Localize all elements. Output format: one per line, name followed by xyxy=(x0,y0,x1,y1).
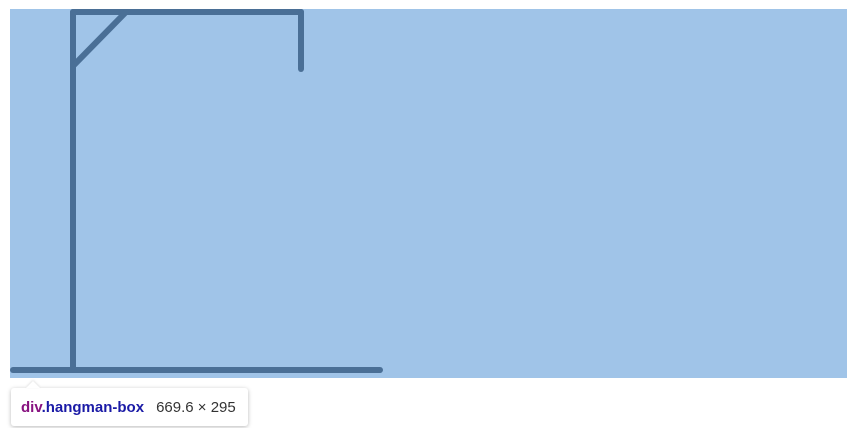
inspector-tooltip: div.hangman-box 669.6 × 295 xyxy=(11,381,248,426)
hangman-box xyxy=(10,9,847,378)
element-dimensions: 669.6 × 295 xyxy=(156,398,236,416)
tag-name: div xyxy=(21,398,42,416)
element-selector: div.hangman-box xyxy=(21,399,144,416)
tooltip-arrow xyxy=(26,381,40,388)
class-name: .hangman-box xyxy=(41,398,145,416)
